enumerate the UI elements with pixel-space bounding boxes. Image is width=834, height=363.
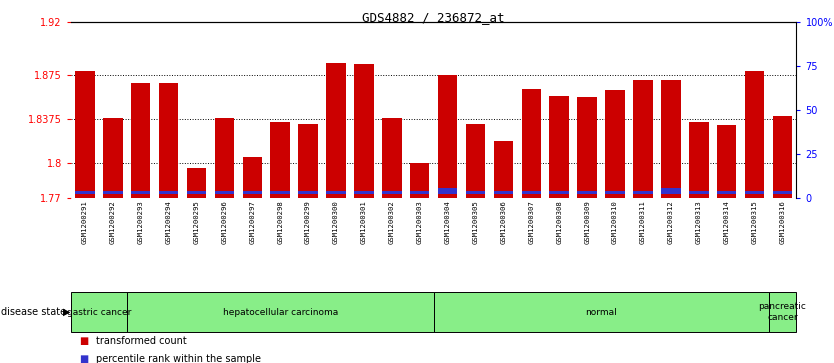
Text: GSM1200304: GSM1200304: [445, 201, 450, 244]
Bar: [71, 292, 127, 332]
Bar: [299, 124, 318, 198]
Bar: [689, 122, 709, 198]
Bar: [661, 188, 681, 194]
Bar: [605, 90, 625, 198]
Bar: [577, 191, 597, 194]
Text: GSM1200311: GSM1200311: [640, 201, 646, 244]
Bar: [75, 71, 94, 198]
Bar: [326, 63, 346, 198]
Bar: [410, 191, 430, 194]
Text: transformed count: transformed count: [96, 336, 187, 346]
Bar: [127, 292, 434, 332]
Text: GSM1200309: GSM1200309: [584, 201, 590, 244]
Text: GSM1200301: GSM1200301: [361, 201, 367, 244]
Bar: [438, 188, 457, 194]
Text: GSM1200312: GSM1200312: [668, 201, 674, 244]
Bar: [214, 118, 234, 198]
Text: GSM1200294: GSM1200294: [166, 201, 172, 244]
Bar: [158, 191, 178, 194]
Text: GSM1200307: GSM1200307: [529, 201, 535, 244]
Bar: [299, 191, 318, 194]
Bar: [382, 191, 402, 194]
Bar: [131, 83, 150, 198]
Bar: [103, 118, 123, 198]
Text: GSM1200315: GSM1200315: [751, 201, 757, 244]
Bar: [131, 191, 150, 194]
Text: normal: normal: [585, 308, 617, 317]
Bar: [270, 191, 290, 194]
Text: GSM1200306: GSM1200306: [500, 201, 506, 244]
Text: GSM1200297: GSM1200297: [249, 201, 255, 244]
Bar: [410, 163, 430, 198]
Text: GSM1200305: GSM1200305: [473, 201, 479, 244]
Bar: [577, 97, 597, 198]
Text: GSM1200293: GSM1200293: [138, 201, 143, 244]
Text: ▶: ▶: [63, 307, 71, 317]
Bar: [465, 124, 485, 198]
Bar: [769, 292, 796, 332]
Bar: [187, 191, 206, 194]
Bar: [550, 96, 569, 198]
Bar: [605, 191, 625, 194]
Bar: [717, 125, 736, 198]
Text: hepatocellular carcinoma: hepatocellular carcinoma: [223, 308, 338, 317]
Bar: [354, 191, 374, 194]
Bar: [243, 157, 262, 198]
Bar: [75, 191, 94, 194]
Text: GSM1200296: GSM1200296: [221, 201, 228, 244]
Bar: [521, 89, 541, 198]
Bar: [354, 64, 374, 198]
Text: gastric cancer: gastric cancer: [67, 308, 131, 317]
Bar: [745, 191, 765, 194]
Text: disease state: disease state: [1, 307, 66, 317]
Text: ■: ■: [79, 336, 88, 346]
Text: GSM1200295: GSM1200295: [193, 201, 199, 244]
Bar: [494, 142, 513, 198]
Bar: [661, 81, 681, 198]
Bar: [434, 292, 769, 332]
Bar: [465, 191, 485, 194]
Bar: [438, 74, 457, 198]
Text: GSM1200310: GSM1200310: [612, 201, 618, 244]
Text: percentile rank within the sample: percentile rank within the sample: [96, 354, 261, 363]
Text: GSM1200300: GSM1200300: [333, 201, 339, 244]
Bar: [158, 83, 178, 198]
Bar: [633, 191, 653, 194]
Text: GSM1200314: GSM1200314: [724, 201, 730, 244]
Bar: [243, 191, 262, 194]
Bar: [689, 191, 709, 194]
Text: GSM1200299: GSM1200299: [305, 201, 311, 244]
Text: ■: ■: [79, 354, 88, 363]
Bar: [745, 71, 765, 198]
Text: GSM1200292: GSM1200292: [110, 201, 116, 244]
Bar: [717, 191, 736, 194]
Bar: [773, 116, 792, 198]
Text: GSM1200303: GSM1200303: [417, 201, 423, 244]
Bar: [494, 191, 513, 194]
Text: GDS4882 / 236872_at: GDS4882 / 236872_at: [363, 11, 505, 24]
Bar: [633, 81, 653, 198]
Text: GSM1200291: GSM1200291: [82, 201, 88, 244]
Bar: [270, 122, 290, 198]
Bar: [103, 191, 123, 194]
Text: GSM1200313: GSM1200313: [696, 201, 701, 244]
Bar: [326, 191, 346, 194]
Text: GSM1200302: GSM1200302: [389, 201, 394, 244]
Bar: [187, 168, 206, 198]
Bar: [382, 118, 402, 198]
Text: GSM1200298: GSM1200298: [277, 201, 284, 244]
Text: GSM1200316: GSM1200316: [780, 201, 786, 244]
Text: GSM1200308: GSM1200308: [556, 201, 562, 244]
Text: pancreatic
cancer: pancreatic cancer: [759, 302, 806, 322]
Bar: [214, 191, 234, 194]
Bar: [773, 191, 792, 194]
Bar: [550, 191, 569, 194]
Bar: [521, 191, 541, 194]
